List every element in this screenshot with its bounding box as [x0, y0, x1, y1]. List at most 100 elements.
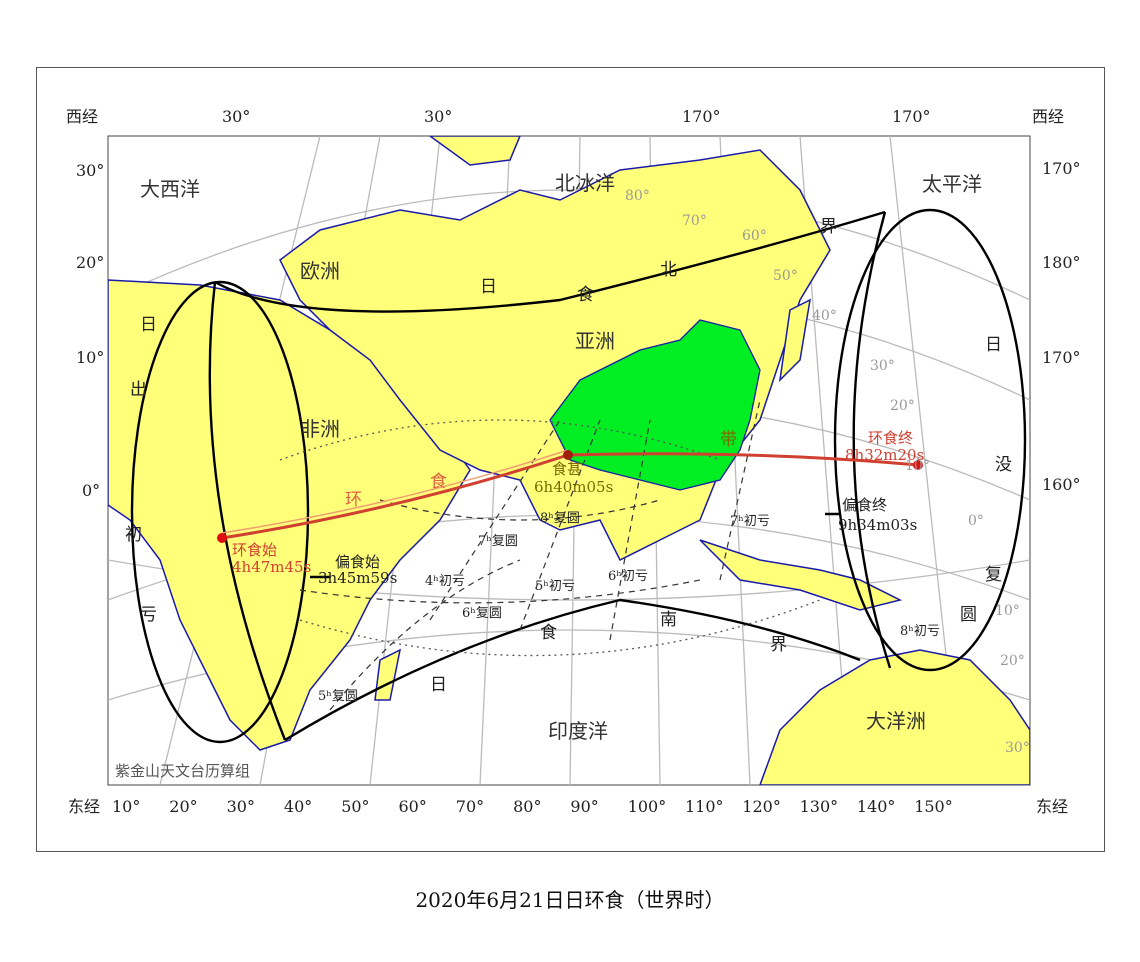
sunset-char: 复: [985, 565, 1002, 585]
axis-label: 西经: [66, 107, 98, 126]
axis-label: 170°: [1042, 159, 1081, 178]
curve-label: 4ʰ初亏: [425, 574, 465, 589]
north-limit-char: 北: [660, 260, 677, 280]
lat-label: 30°: [870, 358, 895, 374]
top-axis: 西经 30° 30° 170° 170° 西经: [66, 107, 1064, 126]
sunset-char: 没: [995, 455, 1012, 475]
axis-label: 170°: [1042, 348, 1081, 367]
curve-label: 8ʰ初亏: [900, 624, 940, 639]
axis-label: 120°: [742, 797, 781, 816]
path-char: 食: [430, 472, 447, 492]
lat-label: 20°: [890, 398, 915, 414]
label-indian-ocean: 印度洋: [548, 719, 608, 743]
axis-label: 150°: [914, 797, 953, 816]
axis-label: 10°: [76, 348, 104, 367]
curve-label: 8ʰ复圆: [540, 511, 580, 526]
lat-label: 30°: [1005, 740, 1030, 756]
axis-label: 140°: [857, 797, 896, 816]
label-africa: 非洲: [300, 417, 340, 441]
partial-start-label: 偏食始: [335, 553, 380, 571]
axis-label: 30°: [76, 161, 104, 180]
maximum-label: 食甚: [552, 460, 582, 478]
axis-label: 100°: [628, 797, 667, 816]
axis-label: 60°: [399, 797, 427, 816]
sunset-char: 日: [985, 335, 1002, 355]
map-frame: [36, 67, 1105, 852]
south-limit-char: 界: [770, 635, 787, 655]
credit: 紫金山天文台历算组: [115, 762, 250, 780]
annular-end-label: 环食终: [868, 429, 913, 447]
annular-start-marker: [217, 533, 227, 543]
axis-label: 10°: [112, 797, 140, 816]
axis-label: 30°: [424, 107, 452, 126]
sunset-oval: [833, 208, 1027, 672]
path-char: 带: [720, 430, 737, 450]
axis-label: 80°: [513, 797, 541, 816]
china-region: [549, 319, 761, 491]
greenland: [428, 136, 521, 166]
label-atlantic: 大西洋: [140, 177, 200, 201]
south-limit: [284, 598, 861, 742]
lat-label: 40°: [812, 308, 837, 324]
lat-label: 60°: [742, 228, 767, 244]
axis-label: 40°: [284, 797, 312, 816]
north-limit-char: 食: [577, 285, 594, 305]
south-limit-char: 南: [660, 610, 677, 630]
axis-label: 130°: [800, 797, 839, 816]
right-axis: 170° 180° 170° 160°: [1042, 159, 1081, 494]
axis-label: 110°: [685, 797, 724, 816]
axis-label: 170°: [682, 107, 721, 126]
axis-label: 西经: [1032, 107, 1064, 126]
axis-label: 20°: [76, 253, 104, 272]
eclipse-boundaries: [130, 208, 1027, 744]
bottom-axis: 东经 10° 20° 30° 40° 50° 60° 70° 80° 90° 100° 110° 120…: [68, 797, 1068, 816]
australia-landmass: [759, 649, 1030, 785]
annular-end-marker: [913, 460, 923, 470]
lat-label: 20°: [1000, 653, 1025, 669]
maximum-marker: [563, 450, 573, 460]
axis-label: 东经: [68, 797, 100, 816]
south-limit-char: 日: [430, 675, 447, 695]
annular-end-time: 8h32m20s: [845, 446, 924, 464]
curve-label: 7ʰ复圆: [478, 534, 518, 549]
lat-label: 10°: [905, 458, 930, 474]
axis-label: 东经: [1036, 797, 1068, 816]
axis-label: 50°: [341, 797, 369, 816]
partial-start-time: 3h45m59s: [318, 569, 397, 587]
curve-label: 5ʰ初亏: [535, 579, 575, 594]
path-char: 环: [345, 490, 362, 510]
axis-label: 70°: [456, 797, 484, 816]
label-asia: 亚洲: [575, 329, 615, 353]
left-axis: 30° 20° 10° 0°: [76, 161, 104, 500]
axis-label: 30°: [222, 107, 250, 126]
curve-label: 5ʰ复圆: [318, 689, 358, 704]
lat-label: 10°: [995, 603, 1020, 619]
lat-label: 0°: [968, 513, 984, 529]
axis-label: 180°: [1042, 253, 1081, 272]
curve-label: 6ʰ复圆: [462, 606, 502, 621]
lat-label: 80°: [625, 188, 650, 204]
sunrise-oval: [130, 280, 310, 744]
maximum-time: 6h40m05s: [534, 478, 613, 496]
label-oceania: 大洋洲: [866, 709, 926, 733]
sunrise-inner: [208, 281, 287, 741]
north-limit: [214, 210, 886, 313]
annular-start-time: 4h47m45s: [232, 558, 311, 576]
label-arctic: 北冰洋: [555, 171, 615, 195]
axis-label: 20°: [169, 797, 197, 816]
sunrise-char: 日: [140, 315, 157, 335]
axis-label: 90°: [570, 797, 598, 816]
curve-label: 6ʰ初亏: [608, 569, 648, 584]
indonesia: [699, 539, 903, 611]
lat-label: 70°: [682, 213, 707, 229]
lat-label: 50°: [773, 268, 798, 284]
sunset-char: 圆: [960, 605, 977, 625]
sunset-inner: [852, 211, 892, 669]
map-caption: 2020年6月21日日环食（世界时）: [415, 888, 725, 912]
sunrise-char: 初: [125, 525, 142, 545]
partial-end-label: 偏食终: [842, 496, 887, 514]
axis-label: 160°: [1042, 475, 1081, 494]
axis-label: 0°: [82, 481, 100, 500]
sunrise-char: 出: [130, 380, 147, 400]
